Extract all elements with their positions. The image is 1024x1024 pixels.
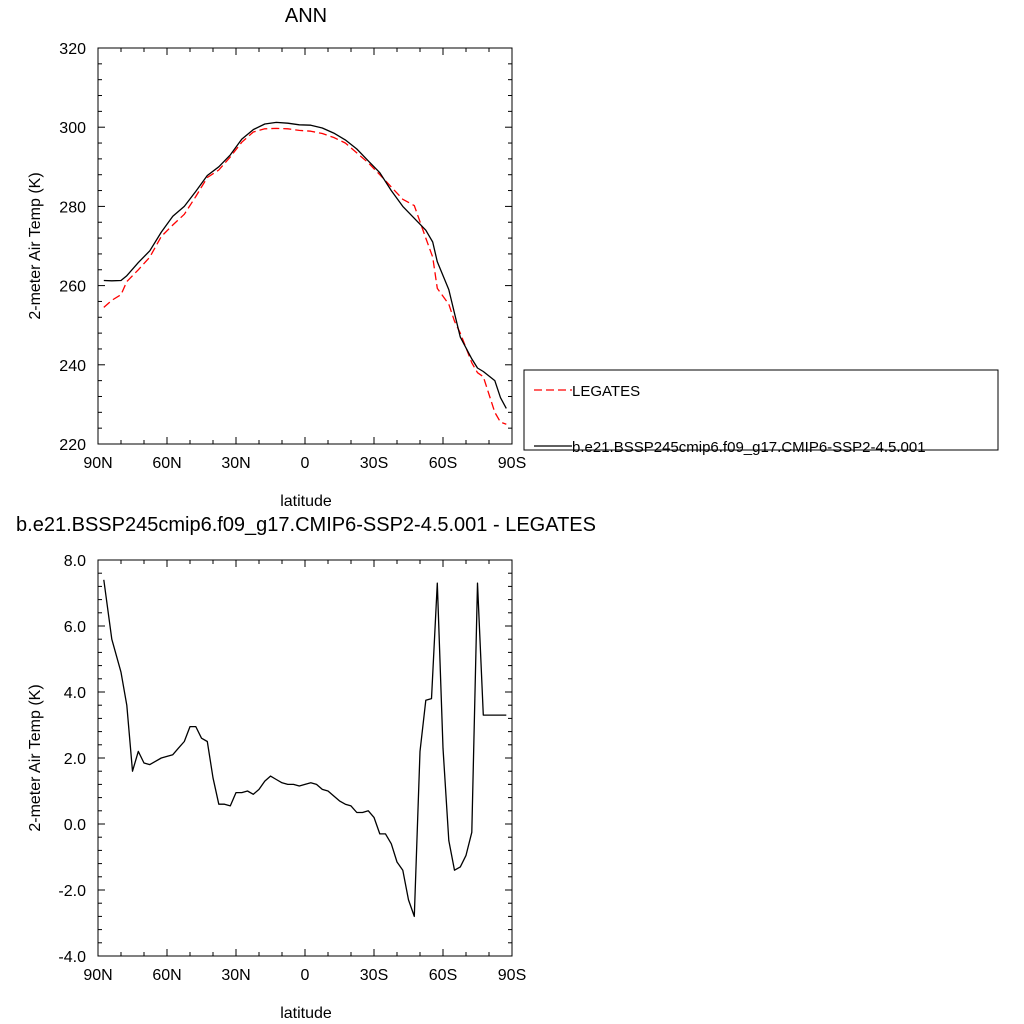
x-tick-label: 60N bbox=[152, 967, 181, 984]
legend: LEGATES b.e21.BSSP245cmip6.f09_g17.CMIP6… bbox=[523, 369, 999, 456]
x-tick-labels: 90N 60N 30N 0 30S 60S 90S bbox=[83, 455, 526, 472]
x-axis-label: latitude bbox=[280, 493, 332, 510]
x-tick-label: 30S bbox=[360, 455, 388, 472]
x-tick-label: 90N bbox=[83, 455, 112, 472]
y-tick-label: 240 bbox=[59, 358, 86, 375]
x-tick-label: 30N bbox=[221, 455, 250, 472]
legend-box bbox=[523, 369, 999, 451]
y-tick-label: 4.0 bbox=[64, 685, 86, 702]
y-tick-labels: -4.0 -2.0 0.0 2.0 4.0 6.0 8.0 bbox=[58, 553, 86, 966]
y-tick-label: 320 bbox=[59, 41, 86, 58]
y-tick-label: 220 bbox=[59, 437, 86, 454]
x-tick-labels: 90N 60N 30N 0 30S 60S 90S bbox=[83, 967, 526, 984]
x-axis-label: latitude bbox=[280, 1005, 332, 1022]
y-tick-label: -4.0 bbox=[58, 949, 86, 966]
chart-title: b.e21.BSSP245cmip6.f09_g17.CMIP6-SSP2-4.… bbox=[16, 514, 596, 536]
series-lines bbox=[103, 121, 507, 425]
x-tick-label: 30N bbox=[221, 967, 250, 984]
plot-area: 90N 60N 30N 0 30S 60S 90S -4.0 -2.0 0.0 2.0 4.0 6.0… bbox=[58, 553, 526, 984]
series-line-legates bbox=[103, 127, 507, 425]
x-tick-label: 0 bbox=[301, 455, 310, 472]
y-tick-label: 300 bbox=[59, 120, 86, 137]
tick-marks bbox=[97, 559, 513, 957]
difference-line bbox=[103, 579, 507, 918]
legend-label-model: b.e21.BSSP245cmip6.f09_g17.CMIP6-SSP2-4.… bbox=[572, 439, 926, 456]
tick-marks bbox=[97, 47, 513, 445]
series-lines bbox=[103, 579, 507, 918]
legend-label-legates: LEGATES bbox=[572, 383, 640, 400]
panel-top: ANN 90N 60N 30N 0 30S 60S 90S 220 240 260 280 300 3… bbox=[27, 5, 999, 510]
y-tick-label: 2.0 bbox=[64, 751, 86, 768]
y-axis-label: 2-meter Air Temp (K) bbox=[27, 172, 44, 319]
y-tick-labels: 220 240 260 280 300 320 bbox=[59, 41, 86, 454]
chart-title: ANN bbox=[285, 5, 327, 27]
y-axis-label: 2-meter Air Temp (K) bbox=[27, 684, 44, 831]
panel-bottom: b.e21.BSSP245cmip6.f09_g17.CMIP6-SSP2-4.… bbox=[16, 514, 596, 1022]
x-tick-label: 90S bbox=[498, 967, 526, 984]
plot-area: 90N 60N 30N 0 30S 60S 90S 220 240 260 280 300 320 bbox=[59, 41, 526, 472]
x-tick-label: 60S bbox=[429, 455, 457, 472]
x-tick-label: 30S bbox=[360, 967, 388, 984]
y-tick-label: -2.0 bbox=[58, 883, 86, 900]
x-tick-label: 60S bbox=[429, 967, 457, 984]
plot-frame bbox=[97, 47, 513, 445]
x-tick-label: 90N bbox=[83, 967, 112, 984]
y-tick-label: 0.0 bbox=[64, 817, 86, 834]
y-tick-label: 6.0 bbox=[64, 619, 86, 636]
series-line-model bbox=[103, 121, 507, 409]
x-tick-label: 0 bbox=[301, 967, 310, 984]
y-tick-label: 260 bbox=[59, 279, 86, 296]
y-tick-label: 8.0 bbox=[64, 553, 86, 570]
x-tick-label: 60N bbox=[152, 455, 181, 472]
y-tick-label: 280 bbox=[59, 199, 86, 216]
x-tick-label: 90S bbox=[498, 455, 526, 472]
